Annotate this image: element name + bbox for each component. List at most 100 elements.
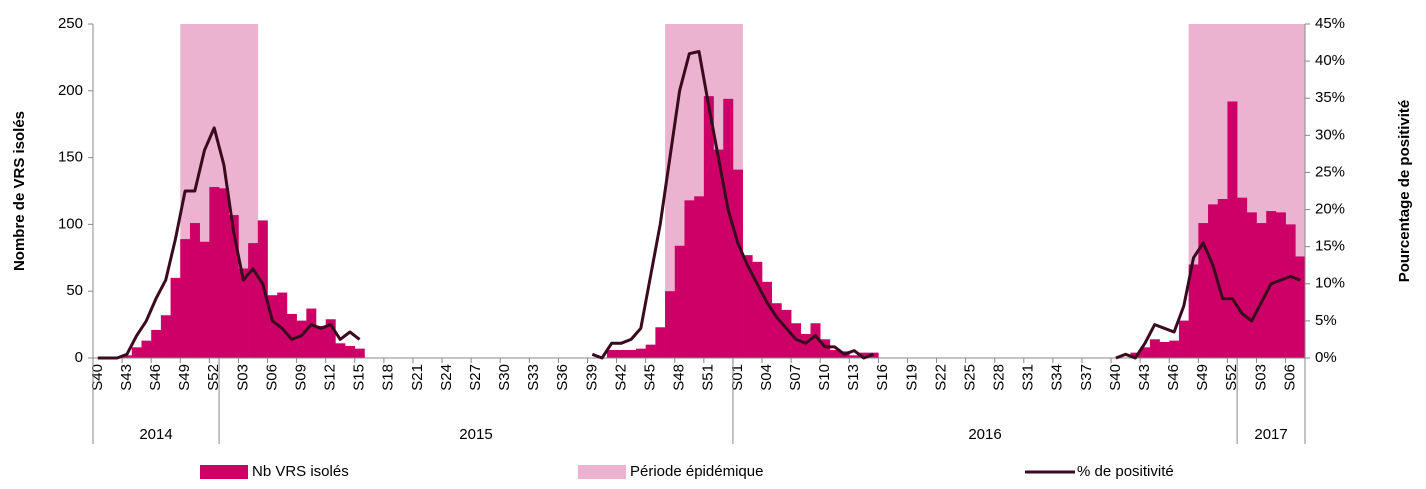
bar	[1178, 320, 1189, 358]
bar	[238, 268, 249, 358]
bar	[655, 327, 666, 358]
x-tick-label: S43	[1136, 364, 1153, 391]
bar	[752, 261, 763, 358]
bar	[1217, 199, 1228, 358]
x-tick-label: S22	[932, 364, 949, 391]
bar	[1246, 24, 1257, 358]
bar	[325, 319, 336, 358]
bar	[1237, 197, 1248, 358]
x-tick-label: S33	[525, 364, 542, 391]
x-tick-label: S46	[1165, 364, 1182, 391]
bar	[248, 243, 259, 358]
bar	[800, 333, 811, 358]
bar	[131, 347, 142, 358]
bar	[1217, 24, 1228, 358]
y-tick-label: 0	[75, 349, 83, 366]
bar	[1295, 256, 1306, 358]
x-tick-label: S06	[1281, 364, 1298, 391]
x-tick-label: S52	[205, 364, 222, 391]
year-label: 2016	[968, 426, 1001, 443]
bar	[1295, 24, 1306, 358]
line	[97, 50, 1301, 360]
y-tick-label: 250	[58, 15, 83, 32]
x-tick-label: S40	[89, 364, 106, 391]
y2-tick-label: 5%	[1315, 312, 1337, 329]
x-tick-label: S48	[671, 364, 688, 391]
bar	[684, 24, 695, 358]
x-tick-label: S03	[234, 364, 251, 391]
x-tick-label: S52	[1223, 364, 1240, 391]
x-tick-label: S46	[147, 364, 164, 391]
x-tick-label: S13	[845, 364, 862, 391]
x-tick-label: S45	[641, 364, 658, 391]
year-label: 2014	[139, 426, 172, 443]
legend-swatch	[578, 465, 626, 479]
bar	[1256, 223, 1267, 358]
bar	[1188, 24, 1199, 358]
x-tick-label: S03	[1252, 364, 1269, 391]
bar	[810, 323, 821, 358]
bar	[345, 345, 356, 358]
x-tick-label: S30	[496, 364, 513, 391]
x-tick-label: S16	[874, 364, 891, 391]
y2-tick-label: 15%	[1315, 238, 1345, 255]
x-tick-label: S42	[612, 364, 629, 391]
bar	[606, 349, 617, 358]
bar	[732, 169, 743, 358]
bar	[723, 98, 734, 358]
bar	[616, 349, 627, 358]
bar	[1208, 204, 1219, 358]
bar	[316, 325, 327, 358]
x-tick-label: S18	[380, 364, 397, 391]
y2-tick-label: 10%	[1315, 275, 1345, 292]
bar	[1246, 212, 1257, 358]
bar	[189, 223, 200, 358]
x-tick-label: S27	[467, 364, 484, 391]
x-tick-label: S19	[903, 364, 920, 391]
bar	[122, 355, 133, 358]
x-tick-label: S10	[816, 364, 833, 391]
y2-axis-title: Pourcentage de positivité	[1396, 100, 1413, 283]
x-tick-label: S04	[758, 364, 775, 391]
x-tick-label: S21	[409, 364, 426, 391]
bar	[1149, 339, 1160, 358]
bar	[1285, 224, 1296, 358]
bar	[694, 24, 705, 358]
bar	[1169, 340, 1180, 358]
bar	[626, 349, 637, 358]
y2-tick-label: 20%	[1315, 201, 1345, 218]
bar	[151, 329, 162, 358]
bar	[1198, 24, 1209, 358]
bar	[684, 200, 695, 358]
bar	[713, 149, 724, 358]
bar	[1275, 24, 1286, 358]
bar	[635, 348, 646, 358]
bar	[277, 292, 288, 358]
bar	[170, 277, 181, 358]
x-tick-label: S28	[991, 364, 1008, 391]
x-tick-label: S43	[118, 364, 135, 391]
x-tick-label: S40	[1107, 364, 1124, 391]
x-tick-label: S36	[554, 364, 571, 391]
bar	[199, 24, 210, 358]
x-tick-label: S06	[263, 364, 280, 391]
bar	[1237, 24, 1248, 358]
bar	[674, 24, 685, 358]
bar	[1285, 24, 1296, 358]
bar	[762, 281, 773, 358]
bar	[665, 291, 676, 358]
y-axis-title: Nombre de VRS isolés	[11, 111, 28, 271]
bar	[228, 215, 239, 358]
x-tick-label: S25	[961, 364, 978, 391]
legend-label: % de positivité	[1077, 463, 1174, 480]
bar	[1208, 24, 1219, 358]
y2-tick-label: 35%	[1315, 89, 1345, 106]
bar	[771, 303, 782, 358]
legend-label: Nb VRS isolés	[252, 463, 349, 480]
y-tick-label: 50	[66, 282, 83, 299]
y-tick-label: 100	[58, 215, 83, 232]
bar	[180, 239, 191, 358]
bar	[1266, 24, 1277, 358]
bar	[1188, 264, 1199, 358]
